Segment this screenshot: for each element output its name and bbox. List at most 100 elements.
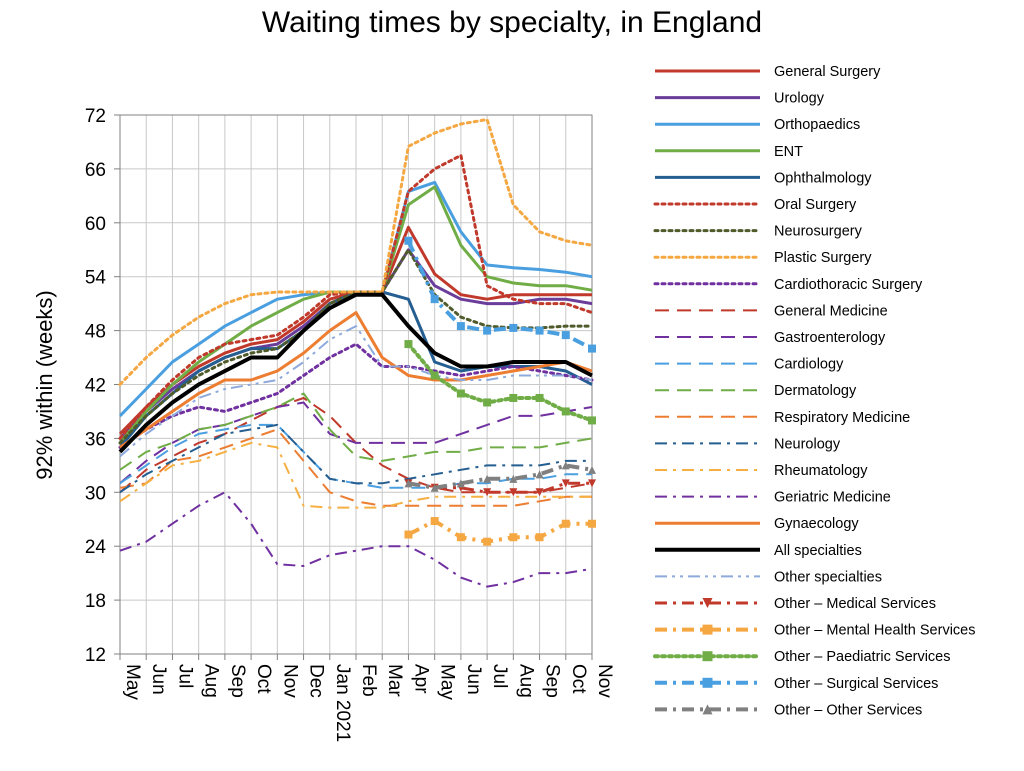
x-tick-label: Nov	[594, 664, 615, 698]
legend-item-all-specialties: All specialties	[655, 543, 862, 559]
series-line-other-mental-health-services	[407, 519, 592, 544]
legend-label: ENT	[774, 144, 803, 160]
legend-label: Other – Paediatric Services	[774, 649, 951, 665]
data-point-marker	[702, 704, 713, 715]
x-tick-label: May	[122, 664, 143, 700]
data-point-marker	[535, 488, 544, 497]
legend-item-general-surgery: General Surgery	[655, 64, 881, 80]
series-neurology	[119, 423, 592, 494]
y-tick-label: 48	[85, 322, 106, 343]
series-line-cardiothoracic-surgery	[118, 342, 594, 449]
data-point-marker	[702, 598, 713, 608]
legend-label: Gynaecology	[774, 516, 859, 532]
legend-label: Geriatric Medicine	[774, 490, 891, 506]
legend-item-dermatology: Dermatology	[655, 383, 857, 399]
y-tick-label: 60	[85, 214, 106, 235]
data-point-marker	[404, 340, 413, 349]
series-line-neurology	[119, 423, 592, 494]
data-point-marker	[561, 331, 570, 340]
legend-item-ent: ENT	[655, 144, 803, 160]
data-point-marker	[535, 393, 544, 402]
series-dermatology	[119, 392, 593, 471]
x-tick-label: Sep	[227, 664, 248, 698]
legend-item-orthopaedics: Orthopaedics	[655, 117, 860, 133]
series-line-plastic-surgery	[118, 118, 594, 386]
data-point-marker	[588, 416, 596, 425]
series-other-other-services	[404, 461, 596, 492]
x-tick-label: Oct	[568, 664, 589, 694]
legend-item-other-specialties: Other specialties	[655, 569, 882, 585]
y-tick-label: 18	[85, 591, 106, 612]
x-tick-label: Apr	[410, 664, 431, 694]
legend-item-general-medicine: General Medicine	[655, 303, 888, 319]
series-other-paediatric-services	[404, 340, 596, 425]
data-point-marker	[456, 479, 465, 488]
data-point-marker	[561, 479, 570, 488]
legend-item-other-surgical-services: Other – Surgical Services	[655, 676, 938, 692]
legend-label: Ophthalmology	[774, 170, 872, 186]
x-tick-label: Nov	[279, 664, 300, 698]
y-tick-label: 24	[85, 537, 107, 558]
series-all-specialties	[118, 292, 593, 454]
x-tick-label: Mar	[384, 664, 405, 697]
data-point-marker	[702, 677, 713, 688]
legend-item-geriatric-medicine: Geriatric Medicine	[655, 490, 891, 506]
x-tick-label: Jul	[174, 664, 195, 688]
data-point-marker	[430, 517, 439, 526]
legend-item-ophthalmology: Ophthalmology	[655, 170, 872, 186]
legend-item-cardiothoracic-surgery: Cardiothoracic Surgery	[653, 277, 923, 293]
data-point-marker	[483, 326, 492, 335]
legend: General Surgery Urology Orthopaedics ENT Oph…	[653, 64, 975, 718]
legend-item-plastic-surgery: Plastic Surgery	[653, 250, 872, 266]
legend-item-oral-surgery: Oral Surgery	[653, 197, 857, 213]
data-point-marker	[483, 474, 492, 483]
chart-title: Waiting times by specialty, in England	[261, 6, 763, 39]
x-tick-label: Dec	[306, 664, 327, 698]
data-point-marker	[483, 398, 492, 407]
y-tick-labels: 12 18 24 30 36 42 48 54 60 66 72	[85, 106, 107, 666]
legend-label: General Surgery	[774, 64, 881, 80]
x-tick-label: Aug	[201, 664, 222, 698]
legend-label: Oral Surgery	[774, 197, 857, 213]
legend-label: Cardiology	[774, 357, 844, 373]
data-point-marker	[561, 407, 570, 416]
legend-label: Other – Surgical Services	[774, 676, 938, 692]
x-tick-label: Aug	[515, 664, 536, 698]
data-point-marker	[588, 344, 596, 353]
legend-label: General Medicine	[774, 303, 888, 319]
x-tick-label: May	[437, 664, 458, 700]
data-point-marker	[483, 488, 492, 497]
x-tick-label: Sep	[542, 664, 563, 698]
y-tick-label: 36	[85, 429, 106, 450]
legend-label: Other – Mental Health Services	[774, 623, 975, 639]
legend-label: Neurosurgery	[774, 224, 863, 240]
legend-item-neurology: Neurology	[655, 436, 841, 452]
data-point-marker	[535, 533, 544, 542]
legend-label: Other – Other Services	[774, 702, 922, 718]
data-point-marker	[404, 236, 413, 245]
data-point-marker	[430, 483, 439, 492]
data-point-marker	[456, 389, 465, 398]
data-point-marker	[509, 533, 518, 542]
series-plastic-surgery	[118, 118, 594, 386]
x-tick-label: Jun	[463, 664, 484, 695]
y-tick-label: 54	[85, 268, 107, 289]
y-tick-label: 72	[85, 106, 106, 127]
legend-item-neurosurgery: Neurosurgery	[653, 224, 863, 240]
series-line-rheumatology	[119, 441, 592, 509]
legend-item-gynaecology: Gynaecology	[655, 516, 859, 532]
legend-label: Other – Medical Services	[774, 596, 936, 612]
legend-label: Respiratory Medicine	[774, 410, 910, 426]
data-point-marker	[430, 295, 439, 304]
gridlines	[119, 114, 593, 655]
legend-label: Rheumatology	[774, 463, 868, 479]
data-point-marker	[702, 624, 713, 635]
legend-label: Other specialties	[774, 569, 882, 585]
series-rheumatology	[119, 441, 592, 509]
data-point-marker	[509, 488, 518, 497]
axes	[114, 114, 593, 660]
data-point-marker	[509, 393, 518, 402]
data-point-marker	[509, 474, 518, 483]
data-point-marker	[483, 537, 492, 546]
legend-label: All specialties	[774, 543, 862, 559]
